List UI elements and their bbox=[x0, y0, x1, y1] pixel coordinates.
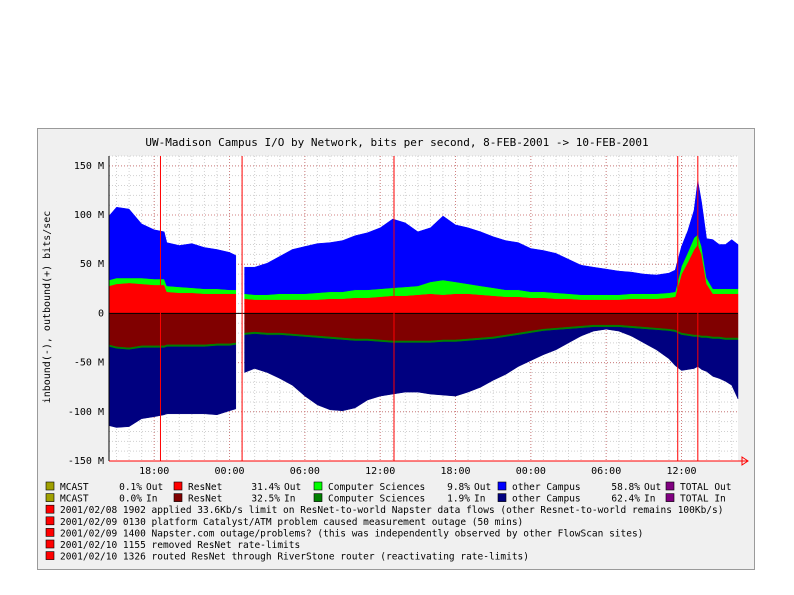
y-tick-label: 150 M bbox=[74, 161, 104, 172]
area-other-campus-in bbox=[244, 326, 739, 412]
x-tick-label: 00:00 bbox=[214, 466, 244, 477]
legend-swatch bbox=[665, 481, 675, 491]
area-resnet-in bbox=[108, 313, 237, 349]
legend-direction: Out bbox=[644, 482, 661, 493]
legend-event-swatch bbox=[45, 516, 55, 526]
legend-event-text: 2001/02/10 1155 removed ResNet rate-limi… bbox=[60, 540, 300, 551]
legend-swatch bbox=[497, 493, 507, 502]
legend-label: Computer Sciences bbox=[328, 494, 425, 505]
legend-label: MCAST bbox=[60, 494, 89, 505]
legend-swatch bbox=[313, 493, 323, 502]
legend-label: Computer Sciences bbox=[328, 482, 425, 493]
legend-direction: Out bbox=[146, 482, 163, 493]
area-other-campus-out bbox=[108, 206, 237, 291]
legend-event-swatch bbox=[45, 551, 55, 560]
legend-event-text: 2001/02/09 1400 Napster.com outage/probl… bbox=[60, 528, 643, 539]
y-tick-label: -50 M bbox=[74, 358, 104, 369]
legend-percent: 32.5% bbox=[251, 494, 280, 505]
legend-swatch bbox=[497, 481, 507, 491]
legend-label: MCAST bbox=[60, 482, 89, 493]
legend-event-text: 2001/02/08 1902 applied 33.6Kb/s limit o… bbox=[60, 505, 723, 516]
legend-percent: 9.8% bbox=[447, 482, 470, 493]
x-tick-label: 18:00 bbox=[139, 466, 169, 477]
y-tick-label: 50 M bbox=[80, 259, 104, 270]
x-tick-label: 12:00 bbox=[666, 466, 696, 477]
legend-percent: 62.4% bbox=[611, 494, 640, 505]
y-tick-label: 0 bbox=[98, 308, 104, 319]
legend-label: TOTAL Out bbox=[680, 482, 731, 493]
y-tick-label: -150 M bbox=[68, 456, 104, 467]
legend-label: other Campus bbox=[512, 494, 581, 505]
legend-label: TOTAL In bbox=[680, 494, 726, 505]
legend: MCAST 0.1% Out ResNet 31.4% Out Computer Scien… bbox=[45, 481, 731, 563]
y-axis-label: inbound(-), outbound(+) bits/sec bbox=[42, 211, 53, 404]
chart-svg: UW-Madison Campus I/O by Network, bits p… bbox=[42, 136, 749, 563]
legend-percent: 58.8% bbox=[611, 482, 640, 493]
legend-label: ResNet bbox=[188, 494, 222, 505]
legend-event-swatch bbox=[45, 539, 55, 549]
legend-swatch bbox=[45, 493, 55, 502]
x-tick-label: 18:00 bbox=[440, 466, 470, 477]
chart-frame: UW-Madison Campus I/O by Network, bits p… bbox=[37, 128, 755, 570]
legend-percent: 1.9% bbox=[447, 494, 470, 505]
area-other-campus-in bbox=[108, 344, 237, 428]
legend-swatch bbox=[45, 481, 55, 491]
legend-event-text: 2001/02/10 1326 routed ResNet through Ri… bbox=[60, 552, 529, 563]
legend-swatch bbox=[313, 481, 323, 491]
legend-event-swatch bbox=[45, 504, 55, 514]
legend-direction: In bbox=[284, 494, 295, 505]
legend-direction: In bbox=[474, 494, 485, 505]
legend-event-text: 2001/02/09 0130 platform Catalyst/ATM pr… bbox=[60, 517, 523, 528]
legend-swatch bbox=[665, 493, 675, 502]
legend-label: ResNet bbox=[188, 482, 222, 493]
legend-percent: 31.4% bbox=[251, 482, 280, 493]
legend-direction: In bbox=[644, 494, 655, 505]
legend-percent: 0.1% bbox=[119, 482, 142, 493]
x-tick-label: 06:00 bbox=[290, 466, 320, 477]
legend-direction: Out bbox=[284, 482, 301, 493]
legend-label: other Campus bbox=[512, 482, 581, 493]
legend-swatch bbox=[173, 493, 183, 502]
legend-swatch bbox=[173, 481, 183, 491]
x-tick-label: 12:00 bbox=[365, 466, 395, 477]
y-tick-label: -100 M bbox=[68, 407, 104, 418]
legend-percent: 0.0% bbox=[119, 494, 142, 505]
x-tick-label: 00:00 bbox=[516, 466, 546, 477]
x-axis-arrow bbox=[741, 456, 749, 466]
x-tick-label: 06:00 bbox=[591, 466, 621, 477]
area-other-campus-out bbox=[244, 180, 739, 295]
y-tick-label: 100 M bbox=[74, 210, 104, 221]
plot-area: 150 M 100 M 50 M 0 -50 M -100 M -150 M 18:00 00:… bbox=[68, 155, 749, 477]
chart-title: UW-Madison Campus I/O by Network, bits p… bbox=[145, 136, 648, 149]
legend-direction: In bbox=[146, 494, 157, 505]
legend-event-swatch bbox=[45, 528, 55, 537]
legend-direction: Out bbox=[474, 482, 491, 493]
